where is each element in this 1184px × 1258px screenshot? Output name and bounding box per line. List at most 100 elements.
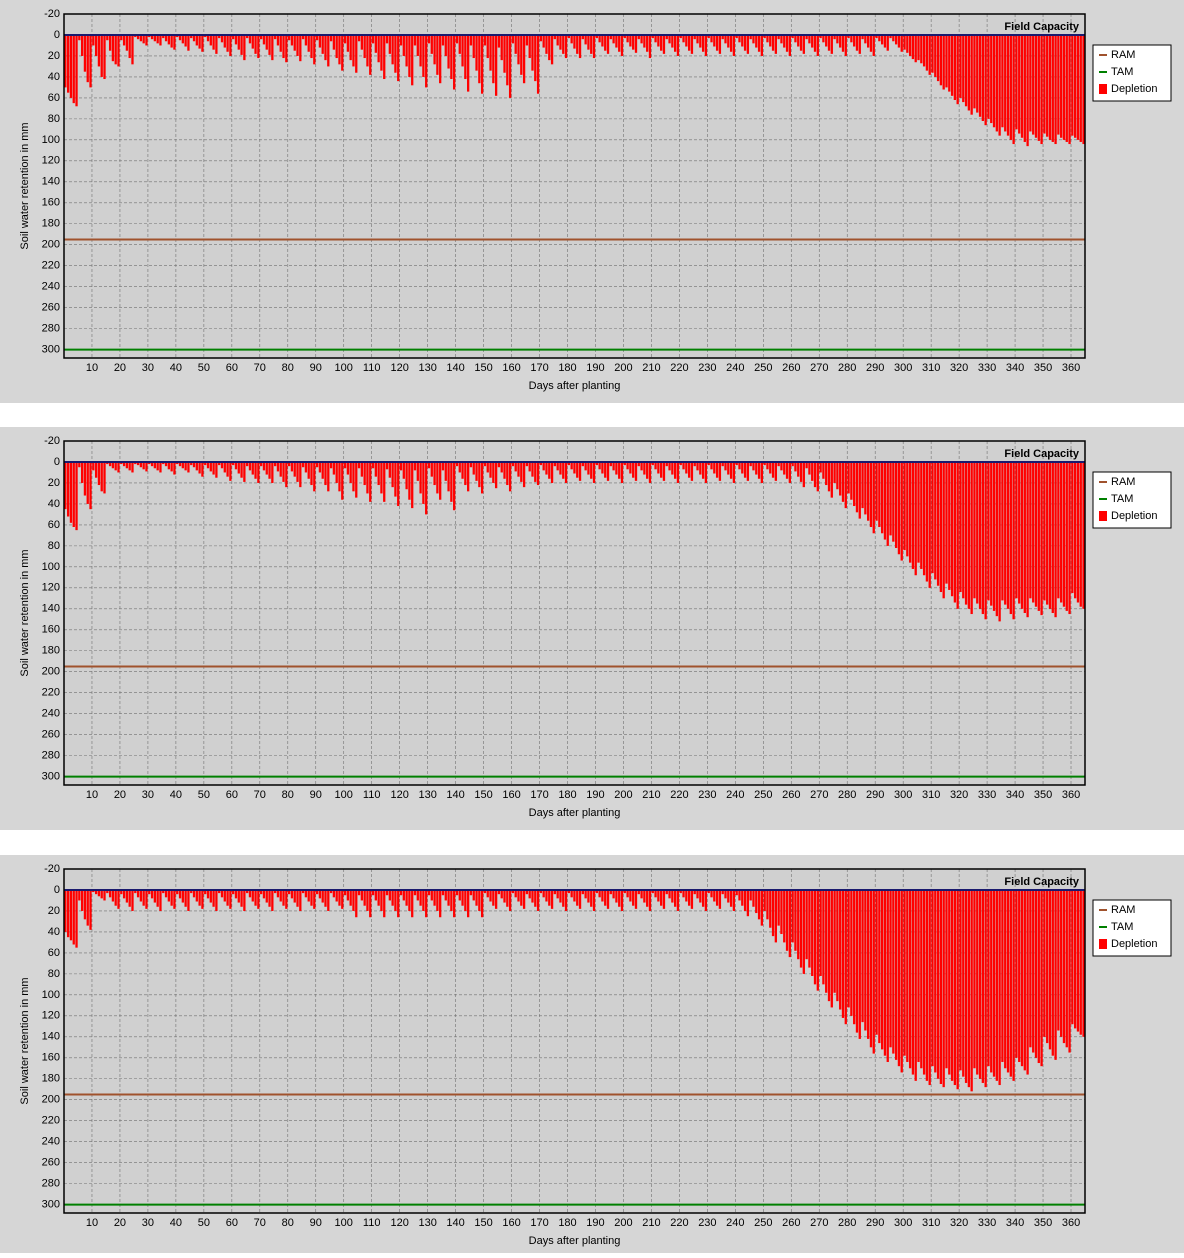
depletion-bar: [948, 889, 951, 1075]
depletion-bar: [103, 461, 106, 494]
depletion-bar: [771, 889, 775, 937]
y-tick-label: 280: [42, 1178, 60, 1190]
x-tick-label: 100: [335, 789, 353, 801]
depletion-bar: [760, 889, 764, 926]
depletion-bar: [301, 461, 305, 468]
depletion-bar: [355, 34, 358, 73]
depletion-bar: [928, 34, 931, 75]
depletion-bar: [1040, 889, 1043, 1067]
x-tick-label: 310: [922, 362, 940, 374]
depletion-bar: [304, 34, 308, 46]
depletion-bar: [520, 461, 523, 482]
depletion-bar: [388, 889, 391, 901]
depletion-bar: [148, 34, 151, 38]
depletion-bar: [811, 889, 814, 976]
depletion-bar: [729, 34, 733, 52]
depletion-bar: [886, 34, 889, 51]
depletion-bar: [318, 889, 322, 899]
depletion-bar: [329, 34, 333, 42]
depletion-bar: [939, 34, 943, 86]
plot-border: [63, 868, 1086, 1214]
depletion-bar: [718, 34, 722, 54]
depletion-bar: [131, 34, 134, 65]
depletion-bar: [195, 461, 198, 471]
depletion-bar: [570, 461, 573, 470]
depletion-bar: [805, 461, 808, 469]
depletion-bar: [262, 889, 266, 899]
depletion-bar: [369, 461, 372, 502]
depletion-bar: [604, 34, 607, 51]
x-tick-label: 300: [894, 789, 912, 801]
x-tick-label: 290: [866, 1217, 884, 1229]
depletion-bar: [408, 461, 411, 500]
x-tick-label: 80: [282, 362, 294, 374]
depletion-bar: [212, 889, 215, 907]
depletion-bar: [455, 889, 459, 896]
depletion-bar: [567, 461, 571, 466]
depletion-bar: [917, 461, 920, 563]
depletion-bar: [956, 461, 959, 609]
x-tick-label: 290: [866, 362, 884, 374]
depletion-bar: [321, 34, 324, 54]
depletion-bar: [106, 34, 109, 41]
y-tick-label: 160: [42, 1052, 60, 1064]
depletion-bar: [576, 34, 579, 54]
depletion-bar: [629, 461, 632, 474]
depletion-bar: [881, 889, 884, 1050]
depletion-bar: [497, 34, 501, 48]
depletion-bar: [148, 889, 151, 895]
depletion-bar: [184, 889, 187, 907]
legend-label: TAM: [1111, 66, 1133, 78]
depletion-bar: [836, 34, 839, 44]
depletion-bar: [397, 889, 400, 918]
depletion-bar: [455, 461, 459, 467]
depletion-bar: [539, 889, 543, 894]
depletion-bar: [254, 461, 257, 479]
depletion-bar: [444, 34, 447, 56]
depletion-bar: [441, 34, 445, 46]
depletion-bar: [425, 889, 428, 918]
depletion-bar: [827, 461, 831, 492]
depletion-bar: [780, 461, 783, 471]
depletion-bar: [598, 461, 601, 470]
depletion-bar: [240, 461, 243, 478]
depletion-bar: [687, 34, 691, 51]
depletion-bar: [570, 34, 573, 44]
depletion-bar: [1004, 889, 1007, 1069]
depletion-bar: [934, 34, 937, 77]
depletion-bar: [167, 34, 170, 45]
depletion-bar: [383, 34, 386, 80]
depletion-bar: [201, 889, 204, 909]
x-tick-label: 250: [754, 362, 772, 374]
x-tick-label: 270: [810, 362, 828, 374]
depletion-bar: [377, 461, 380, 486]
y-tick-label: 180: [42, 1073, 60, 1085]
depletion-bar: [402, 461, 405, 479]
depletion-bar: [1079, 461, 1082, 607]
depletion-bar: [847, 889, 850, 1008]
depletion-bar: [494, 889, 498, 909]
depletion-bar: [192, 34, 196, 42]
depletion-bar: [260, 34, 263, 40]
depletion-bar: [727, 889, 730, 903]
y-tick-label: 100: [42, 561, 60, 573]
depletion-bar: [1006, 889, 1010, 1073]
depletion-bar: [623, 461, 626, 466]
y-tick-label: -20: [44, 8, 60, 20]
depletion-bar: [813, 461, 817, 488]
depletion-bar: [508, 889, 512, 911]
depletion-bar: [953, 461, 957, 603]
y-tick-label: 180: [42, 645, 60, 657]
depletion-bar: [366, 889, 369, 911]
depletion-bar: [215, 461, 218, 478]
depletion-bar: [629, 34, 632, 47]
depletion-bar: [114, 34, 117, 65]
depletion-bar: [534, 461, 537, 482]
depletion-bar: [517, 889, 520, 902]
x-tick-label: 270: [810, 1217, 828, 1229]
depletion-bar: [134, 34, 137, 38]
depletion-bar: [357, 461, 361, 469]
depletion-bar: [332, 461, 336, 475]
depletion-bar: [94, 461, 98, 478]
x-tick-label: 330: [978, 362, 996, 374]
